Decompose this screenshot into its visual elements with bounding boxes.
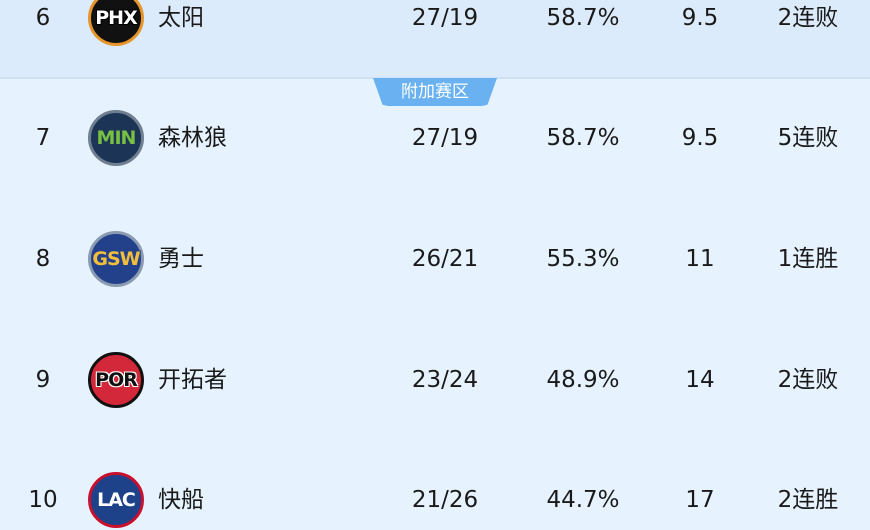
games-behind: 17 [685, 487, 715, 513]
win-percentage: 55.3% [546, 246, 620, 272]
win-percentage: 44.7% [546, 487, 620, 513]
games-behind: 9.5 [681, 125, 719, 151]
team-row[interactable]: 8 GSW 勇士 26/21 55.3% 11 1连胜 [0, 229, 870, 289]
team-record: 27/19 [411, 5, 479, 31]
streak: 5连败 [777, 125, 839, 151]
team-row[interactable]: 10 LAC 快船 21/26 44.7% 17 2连胜 [0, 470, 870, 530]
streak: 2连败 [777, 5, 839, 31]
games-behind: 14 [685, 367, 715, 393]
team-logo: MIN [88, 110, 144, 166]
team-logo: POR [88, 352, 144, 408]
team-logo: LAC [88, 472, 144, 528]
team-record: 27/19 [411, 125, 479, 151]
team-row[interactable]: 6 PHX 太阳 27/19 58.7% 9.5 2连败 [0, 0, 870, 48]
games-behind: 11 [685, 246, 715, 272]
team-name: 快船 [158, 487, 204, 513]
team-rank: 6 [35, 5, 51, 31]
streak: 2连败 [777, 367, 839, 393]
team-name: 勇士 [158, 246, 204, 272]
games-behind: 9.5 [681, 5, 719, 31]
streak: 2连胜 [777, 487, 839, 513]
win-percentage: 58.7% [546, 5, 620, 31]
team-rank: 9 [35, 367, 51, 393]
win-percentage: 58.7% [546, 125, 620, 151]
team-record: 23/24 [411, 367, 479, 393]
team-name: 太阳 [158, 5, 204, 31]
streak: 1连胜 [777, 246, 839, 272]
team-name: 开拓者 [158, 367, 227, 393]
play-in-zone-badge: 附加赛区 [373, 78, 497, 106]
team-name: 森林狼 [158, 125, 227, 151]
team-logo: GSW [88, 231, 144, 287]
team-rank: 8 [35, 246, 51, 272]
team-record: 26/21 [411, 246, 479, 272]
team-row[interactable]: 9 POR 开拓者 23/24 48.9% 14 2连败 [0, 350, 870, 410]
win-percentage: 48.9% [546, 367, 620, 393]
team-record: 21/26 [411, 487, 479, 513]
team-rank: 7 [35, 125, 51, 151]
team-rank: 10 [28, 487, 58, 513]
team-row[interactable]: 7 MIN 森林狼 27/19 58.7% 9.5 5连败 [0, 108, 870, 168]
team-logo: PHX [88, 0, 144, 46]
